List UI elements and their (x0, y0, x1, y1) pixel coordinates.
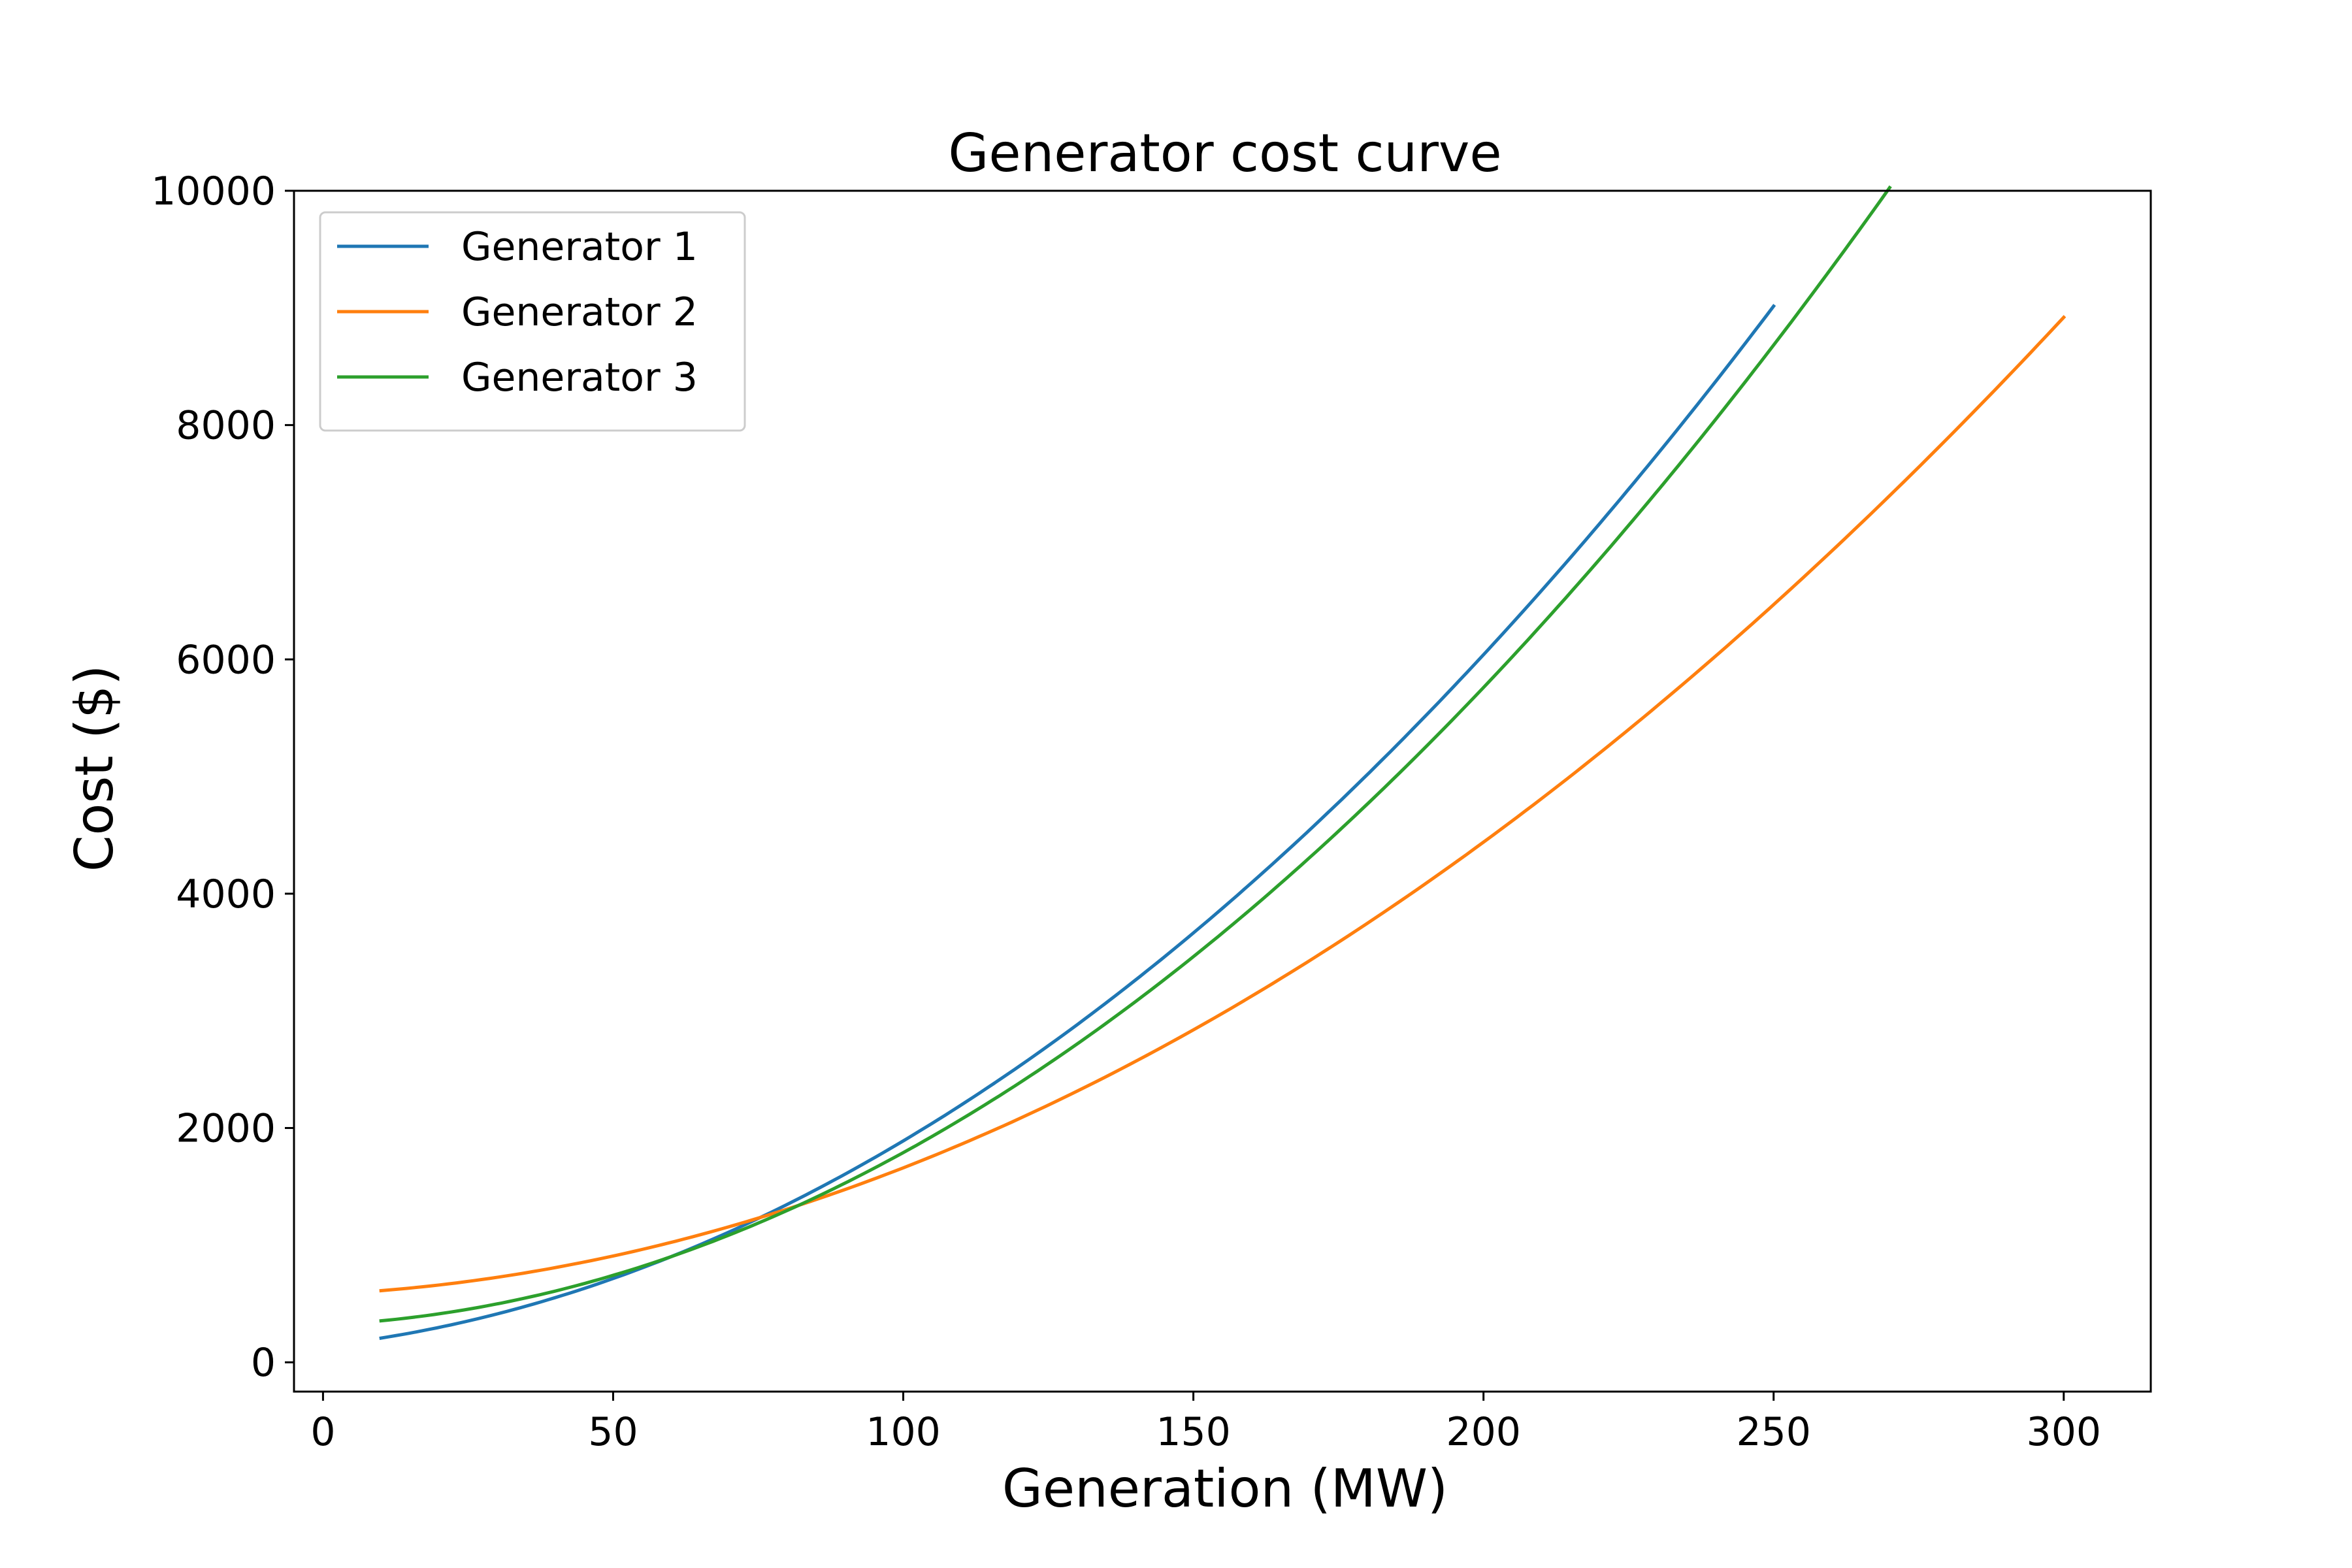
legend-label-2: Generator 2 (461, 289, 698, 335)
series-line-3 (379, 185, 1892, 1323)
y-tick-label: 2000 (176, 1106, 276, 1152)
y-tick-label: 0 (251, 1340, 276, 1386)
y-tick-label: 4000 (176, 872, 276, 917)
legend: Generator 1 Generator 2 Generator 3 (319, 211, 746, 432)
plot-area: 0 50 100 150 200 250 300 0 2000 4000 6000 8000 10000 (151, 169, 2152, 1455)
axes-frame (293, 189, 2152, 1393)
y-tick-label: 8000 (176, 403, 276, 449)
x-tick-label: 100 (866, 1409, 941, 1455)
series-line-2 (379, 315, 2066, 1293)
series-line-1 (379, 304, 1776, 1340)
x-tick-label: 300 (2027, 1409, 2102, 1455)
y-axis-title: Cost ($) (64, 665, 125, 872)
x-axis-title: Generation (MW) (1002, 1458, 1448, 1519)
x-tick-label: 250 (1736, 1409, 1811, 1455)
chart-title: Generator cost curve (948, 123, 1501, 184)
x-tick-label: 200 (1446, 1409, 1521, 1455)
x-tick-label: 0 (310, 1409, 335, 1455)
legend-label-1: Generator 1 (461, 224, 698, 270)
x-tick-label: 50 (588, 1409, 638, 1455)
y-tick-label: 10000 (151, 169, 276, 214)
legend-label-3: Generator 3 (461, 355, 698, 400)
y-tick-label: 6000 (176, 637, 276, 683)
x-tick-label: 150 (1156, 1409, 1231, 1455)
